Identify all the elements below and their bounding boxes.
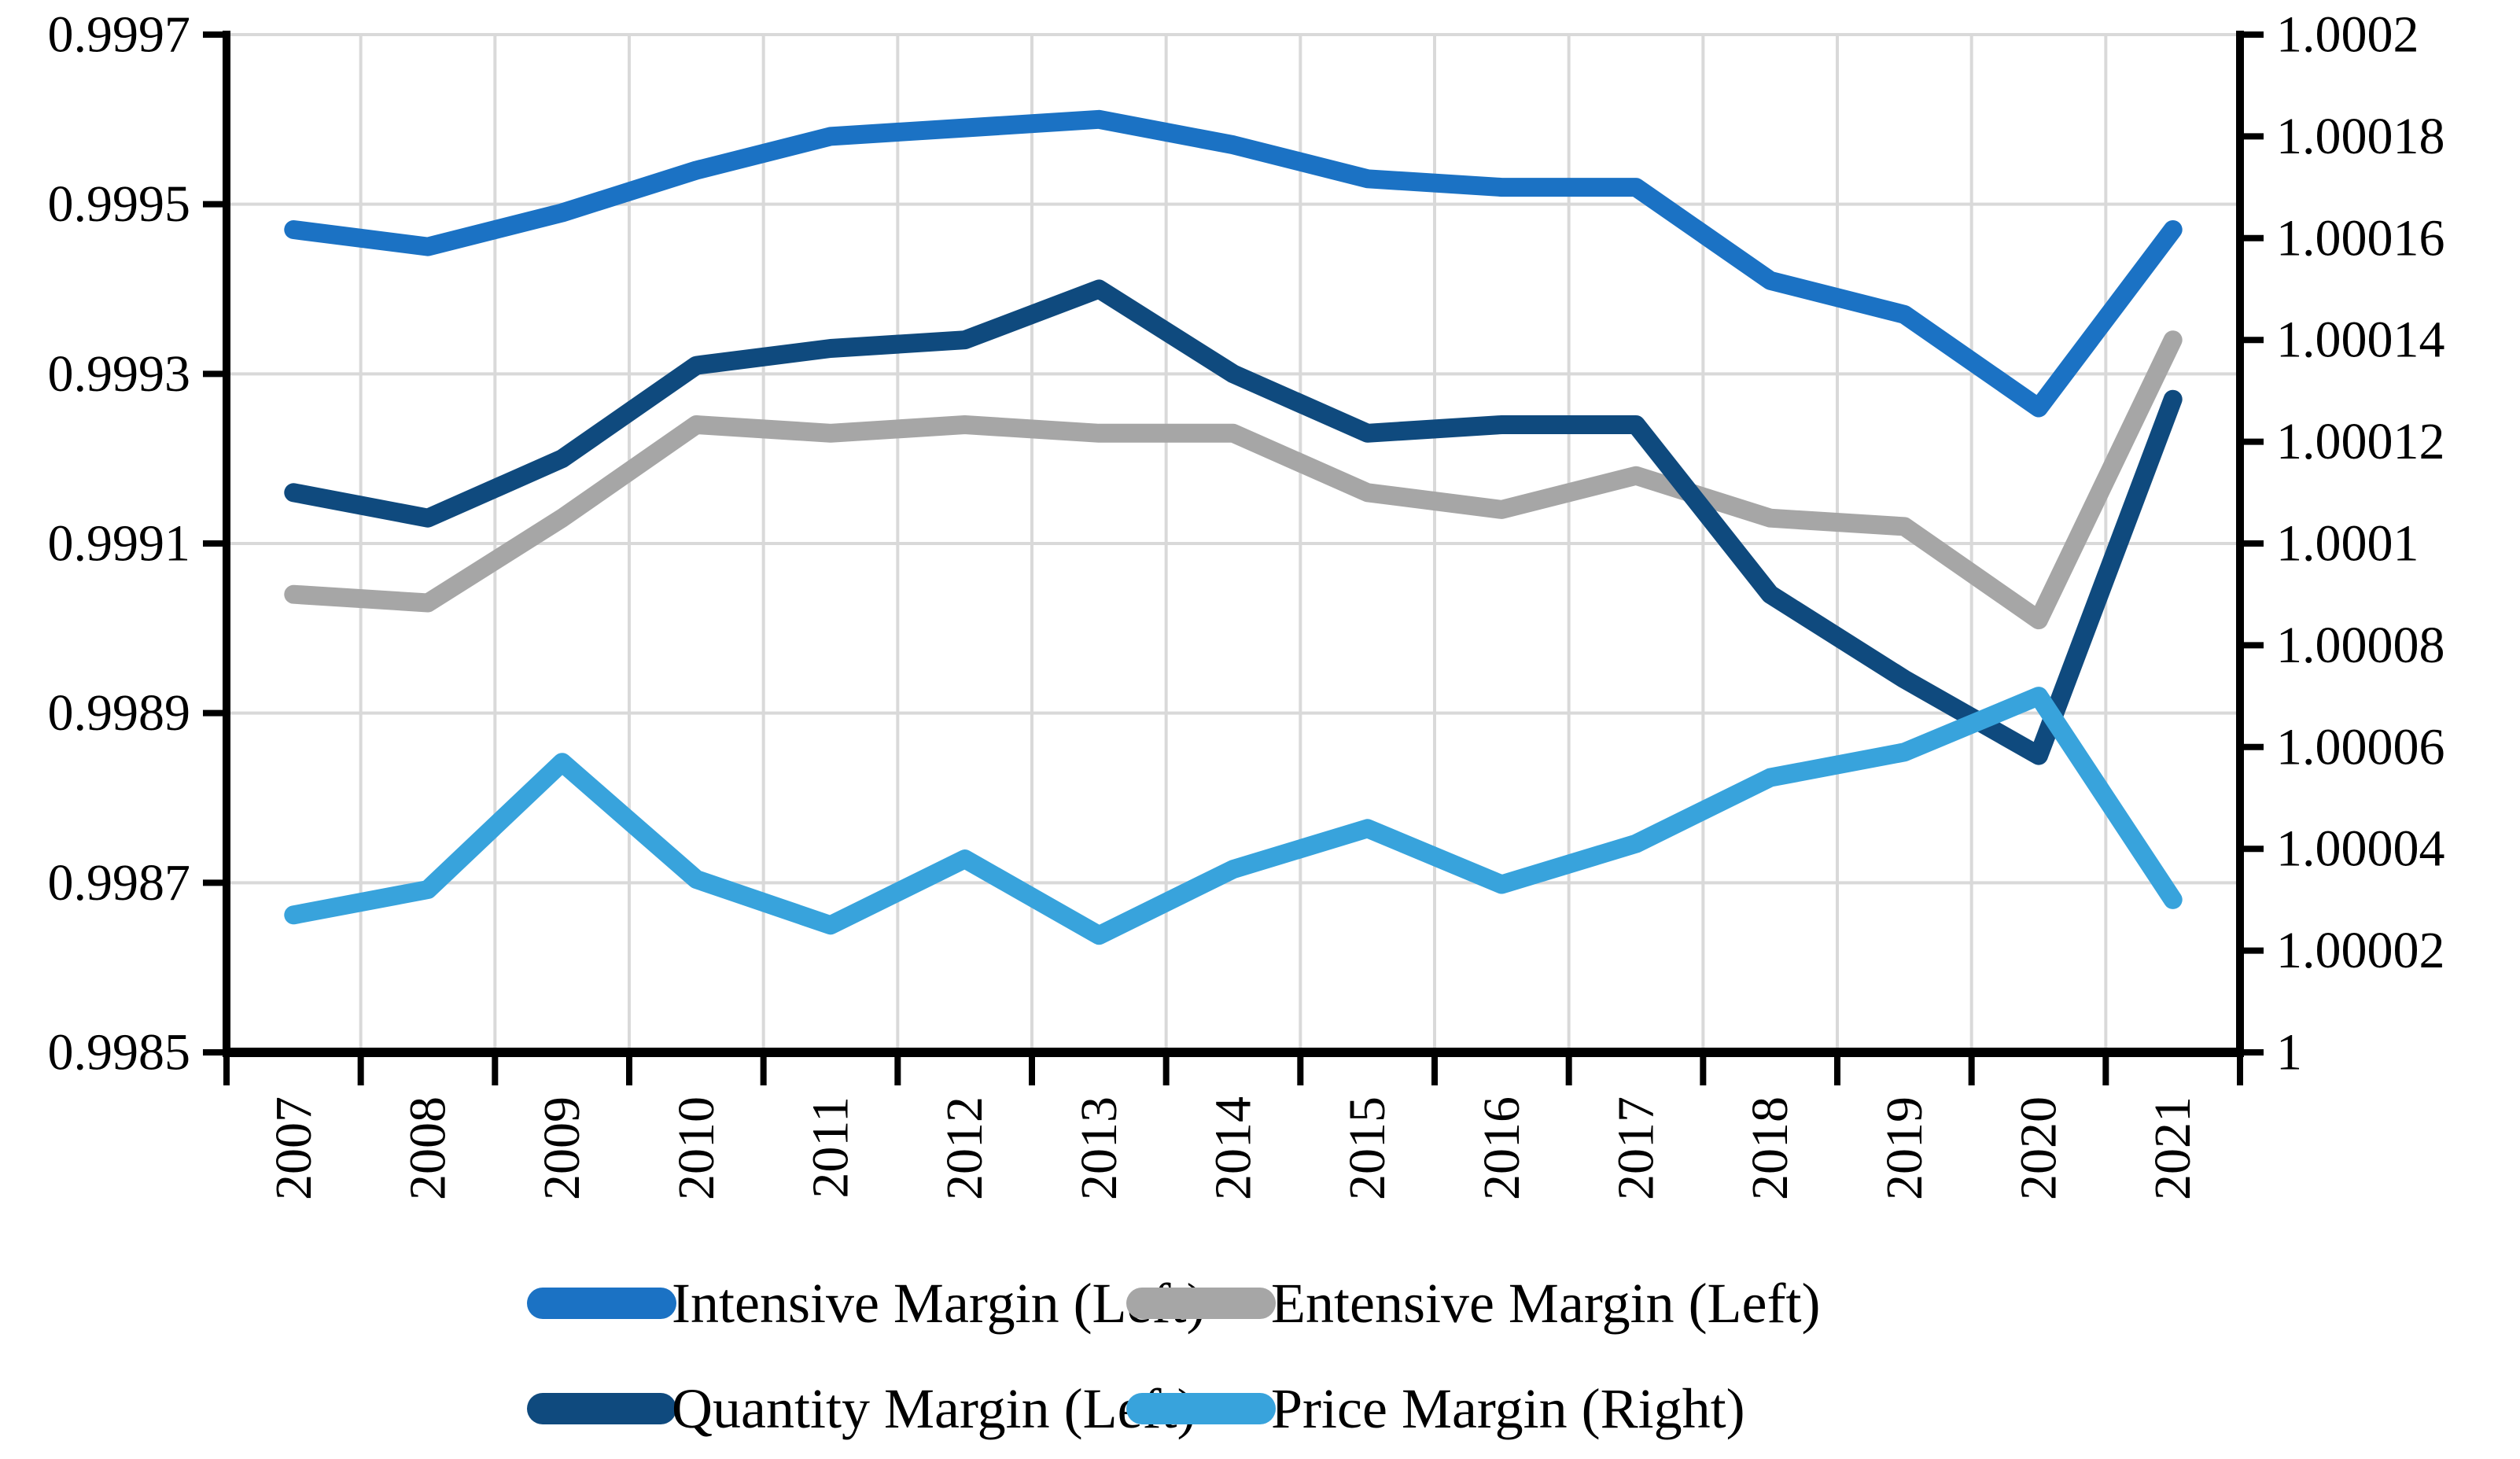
right-axis-tick-label: 1: [2276, 1024, 2302, 1081]
left-axis-tick-label: 0.9995: [48, 175, 191, 233]
right-axis-tick-label: 1.00006: [2276, 718, 2445, 776]
legend-label: Quantity Margin (Left): [672, 1377, 1196, 1440]
year-tick-label: 2015: [1339, 1096, 1396, 1200]
year-tick-label: 2010: [668, 1096, 725, 1200]
left-axis-tick-label: 0.9985: [48, 1024, 191, 1081]
legend-label: Price Margin (Right): [1271, 1377, 1745, 1440]
legend-label: Entensive Margin (Left): [1271, 1272, 1820, 1335]
year-tick-label: 2019: [1876, 1096, 1933, 1200]
year-tick-label: 2016: [1473, 1096, 1531, 1200]
year-tick-label: 2012: [936, 1096, 993, 1200]
left-axis-tick-label: 0.9987: [48, 854, 191, 912]
year-tick-label: 2021: [2144, 1096, 2201, 1200]
left-axis-tick-label: 0.9989: [48, 684, 191, 742]
year-tick-label: 2009: [533, 1096, 591, 1200]
right-axis-tick-label: 1.00002: [2276, 922, 2445, 979]
right-axis-tick-label: 1.00016: [2276, 209, 2445, 267]
year-tick-label: 2017: [1608, 1096, 1665, 1200]
right-axis-tick-label: 1.00014: [2276, 311, 2445, 369]
right-axis-tick-label: 1.00008: [2276, 617, 2445, 674]
year-tick-label: 2020: [2010, 1096, 2068, 1200]
series-line-4: [284, 687, 2183, 945]
right-axis-tick-label: 1.0001: [2276, 515, 2419, 573]
left-axis-tick-label: 0.9991: [48, 515, 191, 573]
series-line-2: [284, 330, 2183, 630]
right-axis-tick-label: 1.00012: [2276, 413, 2445, 470]
left-axis-tick-label: 0.9993: [48, 345, 191, 403]
year-tick-label: 2013: [1070, 1096, 1128, 1200]
year-tick-label: 2008: [400, 1096, 457, 1200]
right-axis-tick-label: 1.0002: [2276, 6, 2419, 64]
series-line-1: [284, 109, 2183, 418]
right-axis-tick-label: 1.00004: [2276, 820, 2445, 878]
legend-label: Intensive Margin (Left): [672, 1272, 1205, 1335]
left-axis-tick-label: 0.9997: [48, 6, 191, 64]
year-tick-label: 2014: [1205, 1096, 1262, 1200]
year-tick-label: 2011: [802, 1096, 860, 1199]
series-line-3: [284, 279, 2183, 765]
year-tick-label: 2007: [265, 1096, 322, 1200]
right-axis-tick-label: 1.00018: [2276, 108, 2445, 165]
year-tick-label: 2018: [1741, 1096, 1799, 1200]
